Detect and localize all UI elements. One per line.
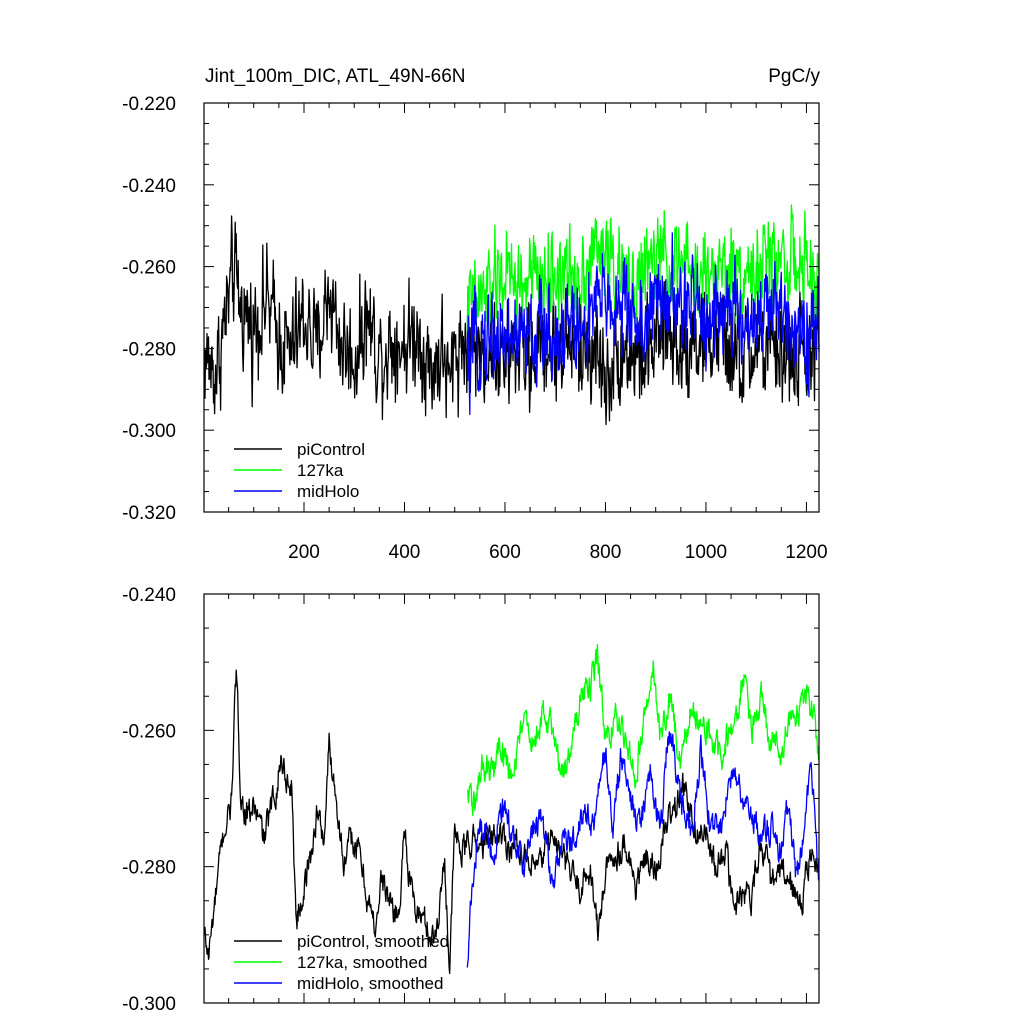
top-axis-ticks: 200 400 600 800 1000 1200 -0.220 -0.240 -0.260 -0… <box>122 94 827 563</box>
x-tick-label: 1200 <box>785 542 827 563</box>
y-tick-label: -0.300 <box>122 421 176 442</box>
x-tick-label: 600 <box>489 542 521 563</box>
y-tick-label: -0.240 <box>122 176 176 197</box>
series-line-127ka-smoothed <box>467 644 820 817</box>
top-legend: piControl 127ka midHolo <box>234 440 365 501</box>
series-line-picontrol-smoothed <box>203 669 820 975</box>
bottom-legend: piControl, smoothed 127ka, smoothed midHol… <box>234 932 449 993</box>
x-tick-label: 400 <box>389 542 421 563</box>
series-line-127ka <box>466 204 820 338</box>
legend-label: piControl, smoothed <box>297 932 449 951</box>
legend-label: 127ka <box>297 461 344 480</box>
y-tick-label: -0.220 <box>122 94 176 115</box>
y-tick-label: -0.280 <box>122 858 176 879</box>
bottom-series-lines <box>203 644 820 975</box>
y-tick-label: -0.300 <box>122 994 176 1015</box>
legend-label: midHolo, smoothed <box>297 974 443 993</box>
bottom-panel: -0.240 -0.260 -0.280 -0.300 piControl, smoo… <box>122 585 820 1015</box>
top-chart-title: Jint_100m_DIC, ATL_49N-66N <box>205 66 466 87</box>
bottom-axis-ticks: -0.240 -0.260 -0.280 -0.300 <box>122 585 819 1015</box>
y-tick-label: -0.260 <box>122 721 176 742</box>
x-tick-label: 1000 <box>685 542 727 563</box>
series-line-midholo <box>466 232 820 416</box>
y-tick-label: -0.280 <box>122 339 176 360</box>
y-tick-label: -0.260 <box>122 258 176 279</box>
y-tick-label: -0.320 <box>122 503 176 524</box>
x-tick-label: 800 <box>590 542 622 563</box>
top-panel: Jint_100m_DIC, ATL_49N-66N PgC/y 200 400 6… <box>122 66 827 563</box>
legend-label: 127ka, smoothed <box>297 953 427 972</box>
top-series-lines <box>203 204 820 426</box>
top-chart-units: PgC/y <box>768 66 820 87</box>
x-tick-label: 200 <box>288 542 320 563</box>
legend-label: midHolo <box>297 482 359 501</box>
y-tick-label: -0.240 <box>122 585 176 606</box>
legend-label: piControl <box>297 440 365 459</box>
series-line-midholo-smoothed <box>466 731 820 968</box>
